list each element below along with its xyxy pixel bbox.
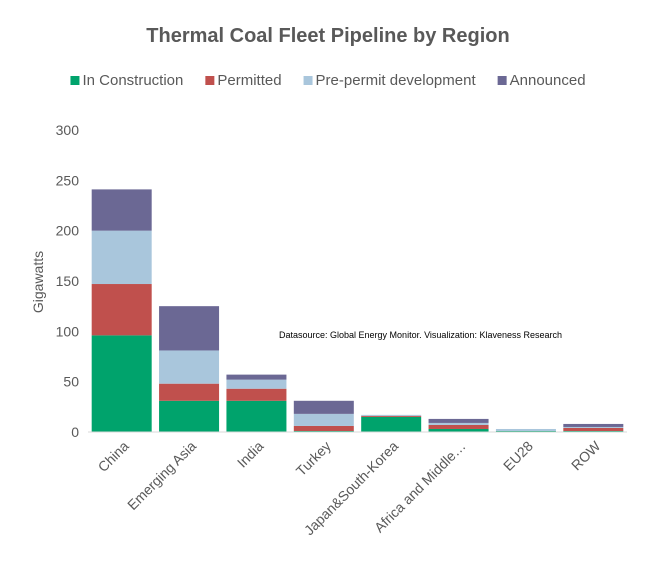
legend-label: Pre-permit development: [316, 72, 477, 89]
legend-swatch: [70, 76, 80, 85]
legend: In Construction Permitted Pre-permit devel…: [70, 72, 586, 89]
bar-in-construction: [159, 400, 220, 432]
bar-permitted: [428, 424, 489, 429]
x-tick-label: Turkey: [293, 438, 334, 479]
legend-label: Announced: [510, 72, 586, 89]
y-tick-label: 250: [56, 172, 80, 188]
chart-title: Thermal Coal Fleet Pipeline by Region: [146, 25, 509, 47]
bar-permitted: [159, 383, 220, 401]
bar-permitted: [563, 427, 624, 431]
legend-item-in-construction: In Construction: [70, 72, 183, 89]
bar-in-construction: [361, 416, 422, 432]
legend-swatch: [497, 76, 507, 85]
y-tick-label: 100: [56, 323, 80, 339]
bar-announced: [293, 400, 354, 414]
bar-pre-permit-development: [428, 422, 489, 425]
y-tick-label: 0: [71, 424, 79, 440]
bar-in-construction: [91, 335, 152, 432]
x-tick-label: China: [95, 438, 132, 475]
legend-label: In Construction: [82, 72, 183, 89]
bars: [91, 189, 624, 432]
bar-pre-permit-development: [159, 350, 220, 384]
legend-item-pre-permit-development: Pre-permit development: [303, 72, 477, 89]
y-axis-title: Gigawatts: [30, 251, 46, 313]
bar-pre-permit-development: [91, 230, 152, 285]
bar-announced: [159, 306, 220, 351]
bar-in-construction: [293, 430, 354, 432]
x-tick-label: India: [234, 438, 267, 471]
bar-announced: [563, 423, 624, 427]
bar-announced: [91, 189, 152, 231]
bar-in-construction: [495, 430, 556, 432]
bar-pre-permit-development: [293, 413, 354, 426]
y-tick-label: 200: [56, 223, 80, 239]
bar-permitted: [293, 425, 354, 431]
legend-label: Permitted: [217, 72, 281, 89]
bar-pre-permit-development: [495, 428, 556, 431]
bar-permitted: [226, 388, 287, 401]
bar-in-construction: [563, 430, 624, 432]
bar-permitted: [91, 284, 152, 336]
x-tick-label: Emerging Asia: [124, 438, 199, 513]
y-tick-label: 50: [63, 374, 79, 390]
x-tick-label: ROW: [568, 437, 604, 473]
bar-in-construction: [428, 428, 489, 432]
bar-in-construction: [226, 400, 287, 432]
legend-swatch: [205, 76, 215, 85]
x-tick-label: EU28: [500, 438, 536, 474]
bar-pre-permit-development: [226, 379, 287, 389]
bar-announced: [226, 374, 287, 380]
y-tick-label: 300: [56, 122, 80, 138]
legend-item-announced: Announced: [497, 72, 586, 89]
bar-permitted: [361, 415, 422, 417]
y-axis: 0 50 100 150 200 250 300: [56, 122, 80, 440]
bar-pre-permit-development: [563, 426, 624, 428]
legend-swatch: [303, 76, 313, 85]
chart-annotation: Datasource: Global Energy Monitor. Visua…: [279, 330, 562, 340]
legend-item-permitted: Permitted: [205, 72, 282, 89]
bar-announced: [428, 418, 489, 423]
bar-pre-permit-development: [361, 414, 422, 416]
y-tick-label: 150: [56, 273, 80, 289]
